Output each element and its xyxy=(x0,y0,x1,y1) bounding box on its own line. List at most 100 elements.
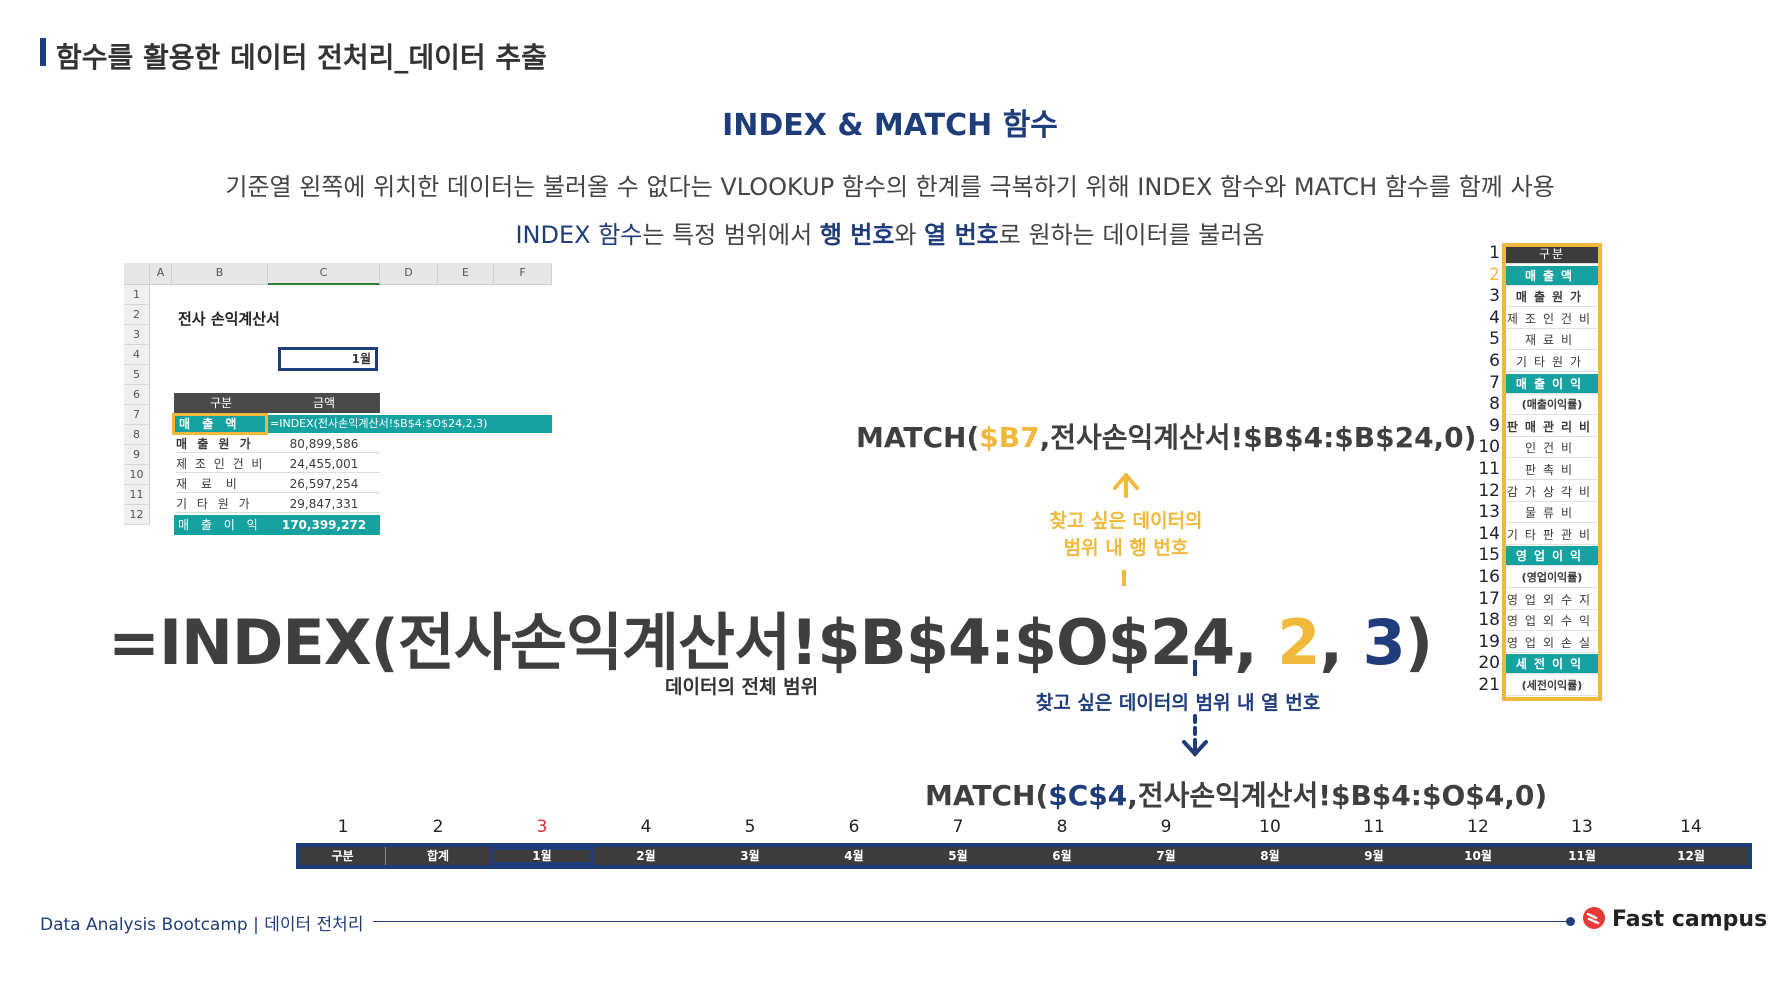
index-formula-cell[interactable]: =INDEX(전사손익계산서!$B$4:$O$24,2,3) xyxy=(268,415,552,433)
range-note: 데이터의 전체 범위 xyxy=(665,676,819,698)
row-note-line2: 범위 내 행 번호 xyxy=(1063,537,1189,559)
row-list-item: (매출이익률) xyxy=(1506,395,1598,416)
match-row-prefix: MATCH( xyxy=(856,421,980,454)
row-connector xyxy=(1122,570,1126,586)
row-header: 5 xyxy=(124,365,150,385)
col-header-b: B xyxy=(172,263,268,285)
row-list-item: 구분 xyxy=(1506,244,1598,264)
row-index-number: 7 xyxy=(1489,372,1500,393)
row-list-item: 기타원가 xyxy=(1506,352,1598,372)
row-header: 6 xyxy=(124,385,150,405)
match-col-formula: MATCH($C$4,전사손익계산서!$B$4:$O$4,0) xyxy=(925,774,1547,814)
row-note-line1: 찾고 싶은 데이터의 xyxy=(1049,510,1203,532)
row-list-item: (세전이익률) xyxy=(1506,676,1598,696)
row-list-item: 기타판관비 xyxy=(1506,525,1598,545)
index-formula: =INDEX(전사손익계산서!$B$4:$O$24, 2, 3) xyxy=(108,592,1433,682)
corner-cell xyxy=(124,263,150,285)
column-index-number: 13 xyxy=(1571,817,1593,837)
column-header-cell: 10월 xyxy=(1464,849,1492,863)
row-value: 26,597,254 xyxy=(268,475,380,493)
column-index-number: 1 xyxy=(337,817,349,837)
row-label-gross-profit: 매 출 이 익 xyxy=(174,515,268,535)
col-header-d: D xyxy=(380,263,438,285)
month-input-cell[interactable]: 1월 xyxy=(278,347,378,371)
row-index-number: 10 xyxy=(1478,437,1500,458)
row-header: 4 xyxy=(124,345,150,365)
page-title: 함수를 활용한 데이터 전처리_데이터 추출 xyxy=(56,41,547,74)
desc2-text-3: 로 원하는 데이터를 불러옴 xyxy=(998,221,1265,249)
row-index-number: 18 xyxy=(1478,610,1500,631)
row-range-frame xyxy=(1502,243,1602,701)
formula-separator: , xyxy=(1319,606,1363,679)
description-line-1: 기준열 왼쪽에 위치한 데이터는 불러올 수 없다는 VLOOKUP 함수의 한… xyxy=(225,173,1555,201)
match-col-ref: $C$4 xyxy=(1048,779,1128,812)
column-index-number: 12 xyxy=(1467,817,1489,837)
match-row-formula: MATCH($B7,전사손익계산서!$B$4:$B$24,0) xyxy=(856,416,1476,456)
row-index-number: 19 xyxy=(1478,631,1500,652)
column-index-number: 5 xyxy=(744,817,756,837)
row-list-item: 판촉비 xyxy=(1506,460,1598,480)
row-value: 80,899,586 xyxy=(268,435,380,453)
row-list-item: 인건비 xyxy=(1506,438,1598,459)
col-connector xyxy=(1193,660,1197,676)
footer-divider-dot xyxy=(1566,917,1575,926)
col-header-c: C xyxy=(268,263,380,285)
row-list-item: 영업외손실 xyxy=(1506,633,1598,653)
col-number-note: 찾고 싶은 데이터의 범위 내 열 번호 xyxy=(1035,692,1321,714)
column-header-cell: 6월 xyxy=(1052,849,1072,863)
row-index-number: 1 xyxy=(1489,243,1500,263)
desc2-text-1: 는 특정 범위에서 xyxy=(642,221,820,249)
column-header-bar: 구분 합계 1월 2월 3월 4월 5월 6월 7월 8월 9월 10월 11월 12월 xyxy=(296,843,1752,869)
row-header: 9 xyxy=(124,445,150,465)
column-header-cell: 1월 xyxy=(490,847,594,865)
row-list-item: 판매관리비 xyxy=(1506,417,1598,437)
footer-divider xyxy=(373,921,1573,922)
row-header: 7 xyxy=(124,405,150,425)
row-header: 11 xyxy=(124,485,150,505)
formula-close: ) xyxy=(1404,606,1433,679)
column-index-number: 14 xyxy=(1680,817,1702,837)
row-list-item: 영업이익 xyxy=(1506,546,1598,567)
title-accent-bar xyxy=(40,38,46,66)
column-header-cell: 3월 xyxy=(740,849,760,863)
column-index-number: 4 xyxy=(640,817,652,837)
row-index-number: 21 xyxy=(1478,675,1500,695)
arrow-down-icon xyxy=(1182,714,1208,757)
column-header-cell: 2월 xyxy=(636,849,656,863)
row-index-number: 11 xyxy=(1478,459,1500,479)
col-header-a: A xyxy=(150,263,172,285)
desc2-index-func: INDEX 함수 xyxy=(515,221,643,249)
row-list-item: (영업이익률) xyxy=(1506,568,1598,588)
row-index-number: 2 xyxy=(1489,264,1500,285)
row-number-note: 찾고 싶은 데이터의 범위 내 행 번호 xyxy=(1028,508,1224,562)
row-header: 3 xyxy=(124,325,150,345)
row-value: 24,455,001 xyxy=(268,455,380,473)
row-value-gross-profit: 170,399,272 xyxy=(268,515,380,535)
desc2-text-2: 와 xyxy=(894,221,925,249)
row-index-number: 20 xyxy=(1478,653,1500,674)
column-index-number: 10 xyxy=(1259,817,1281,837)
row-list-item: 매출원가 xyxy=(1506,287,1598,308)
row-index-number: 15 xyxy=(1478,545,1500,566)
row-list-item: 영업외수지 xyxy=(1506,590,1598,610)
description-line-2: INDEX 함수는 특정 범위에서 행 번호와 열 번호로 원하는 데이터를 불… xyxy=(0,215,1780,250)
arrow-up-icon xyxy=(1113,473,1139,498)
row-index-number: 3 xyxy=(1489,286,1500,307)
row-header: 1 xyxy=(124,285,150,305)
column-index-number: 3 xyxy=(536,817,548,837)
table-header-amount: 금액 xyxy=(268,393,380,413)
row-header: 10 xyxy=(124,465,150,485)
row-label-sales: 매 출 액 xyxy=(172,413,268,435)
match-col-range: ,전사손익계산서!$B$4:$O$4,0) xyxy=(1127,779,1548,812)
row-list-item: 물류비 xyxy=(1506,503,1598,524)
row-index-number: 14 xyxy=(1478,523,1500,544)
slide-subtitle: INDEX & MATCH 함수 xyxy=(722,108,1058,143)
table-header-category: 구분 xyxy=(174,393,268,413)
row-list-item: 감가상각비 xyxy=(1506,482,1598,502)
row-index-number: 5 xyxy=(1489,329,1500,350)
column-header-cell: 합계 xyxy=(426,849,450,863)
column-header-cell: 8월 xyxy=(1260,849,1280,863)
row-index-number: 16 xyxy=(1478,567,1500,587)
column-header-cell: 5월 xyxy=(948,849,968,863)
col-header-f: F xyxy=(494,263,552,285)
